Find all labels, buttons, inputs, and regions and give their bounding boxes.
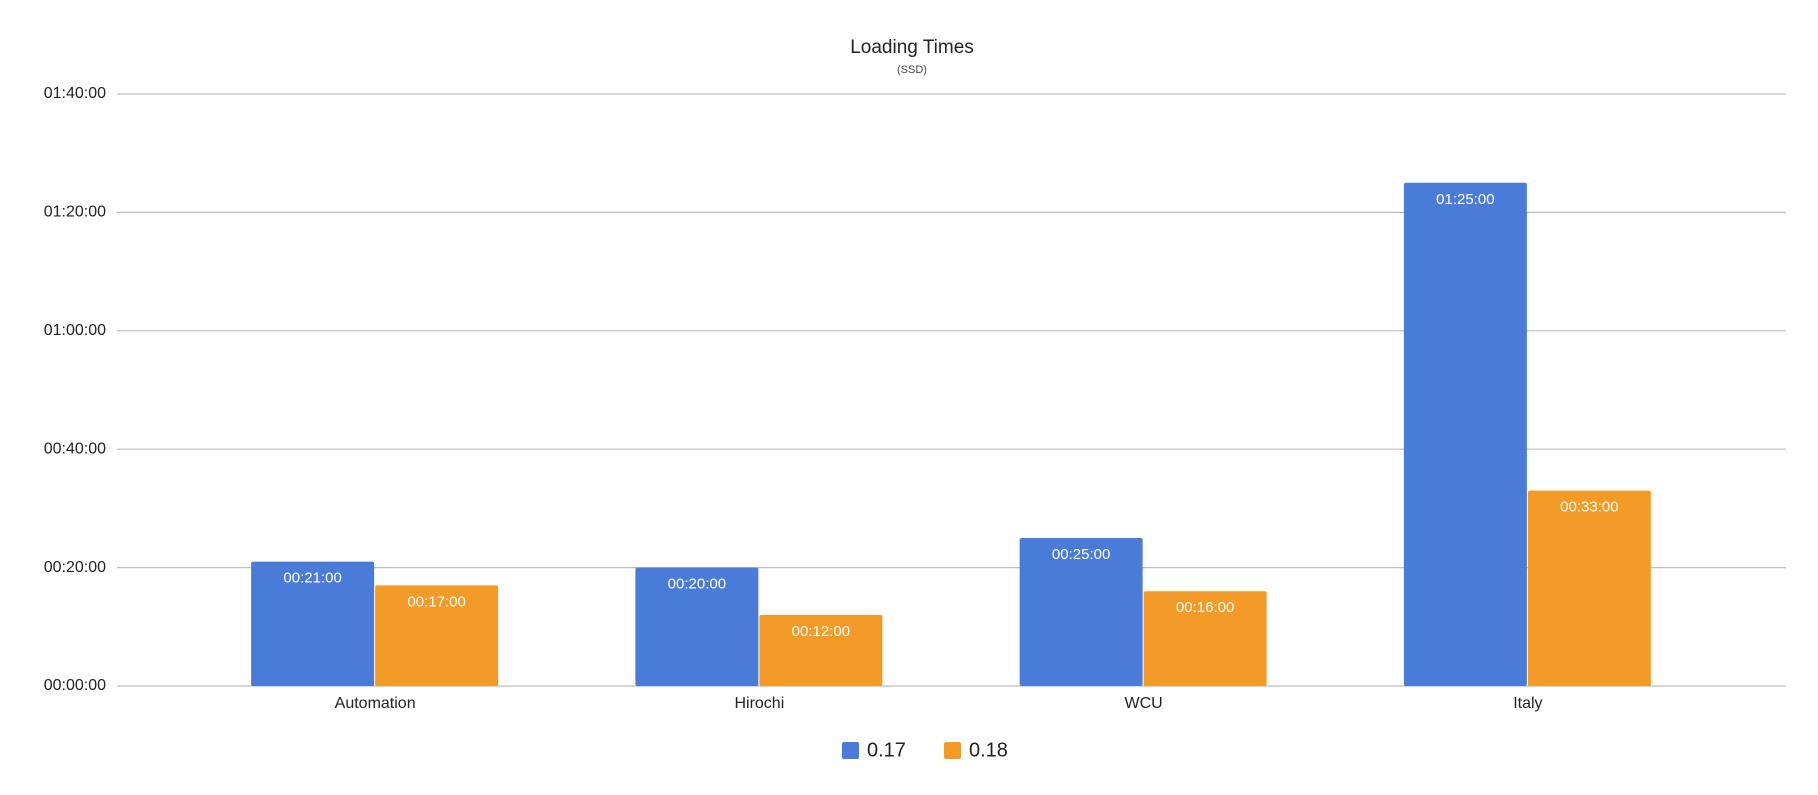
bar bbox=[759, 614, 883, 686]
y-tick-label: 01:00:00 bbox=[44, 322, 106, 339]
data-label: 00:33:00 bbox=[1560, 499, 1618, 516]
bar bbox=[1403, 182, 1527, 687]
x-tick-label: Automation bbox=[335, 695, 416, 712]
data-label: 00:20:00 bbox=[668, 576, 726, 593]
bar bbox=[635, 567, 759, 686]
legend-swatch bbox=[944, 742, 961, 759]
legend-label: 0.18 bbox=[969, 739, 1008, 761]
chart-title: Loading Times bbox=[850, 37, 974, 58]
bar bbox=[1143, 591, 1267, 686]
chart-subtitle: (SSD) bbox=[897, 64, 927, 76]
bar bbox=[251, 561, 375, 686]
x-tick-label: WCU bbox=[1125, 695, 1163, 712]
data-label: 00:12:00 bbox=[792, 623, 850, 640]
y-tick-label: 01:40:00 bbox=[44, 85, 106, 102]
bar bbox=[375, 585, 499, 686]
data-label: 00:17:00 bbox=[407, 593, 465, 610]
y-tick-label: 00:00:00 bbox=[44, 677, 106, 694]
bar bbox=[1527, 490, 1651, 686]
data-label: 00:21:00 bbox=[283, 570, 341, 587]
y-tick-label: 00:40:00 bbox=[44, 440, 106, 457]
y-tick-label: 01:20:00 bbox=[44, 204, 106, 221]
bar bbox=[1019, 538, 1143, 686]
data-label: 00:25:00 bbox=[1052, 546, 1110, 563]
x-tick-label: Italy bbox=[1513, 695, 1542, 712]
legend-label: 0.17 bbox=[867, 739, 906, 761]
y-tick-label: 00:20:00 bbox=[44, 559, 106, 576]
data-label: 01:25:00 bbox=[1436, 191, 1494, 208]
x-tick-label: Hirochi bbox=[734, 695, 784, 712]
data-label: 00:16:00 bbox=[1176, 599, 1234, 616]
legend-swatch bbox=[842, 742, 859, 759]
